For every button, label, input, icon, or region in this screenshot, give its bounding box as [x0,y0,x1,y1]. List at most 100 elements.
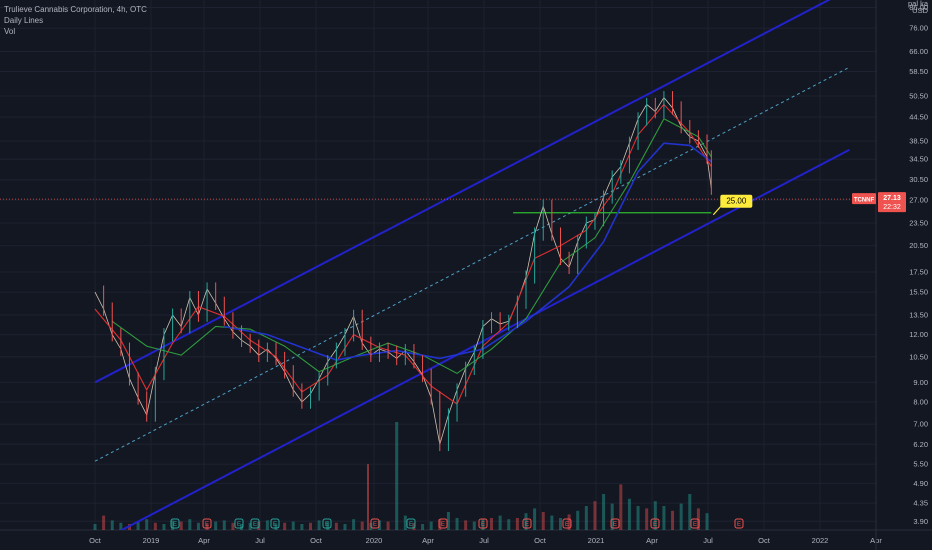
ticker-badge [852,193,876,205]
x-tick-label: Apr [646,536,658,545]
x-tick-label: 2021 [588,536,605,545]
legend-volume[interactable]: Vol [4,27,16,36]
volume-bar [653,501,657,530]
x-tick-label: Oct [534,536,547,545]
volume-bar [136,521,140,530]
volume-bar [679,503,683,530]
event-marker-label: E [565,522,569,528]
event-marker-badge [610,518,620,529]
y-tick-label: 34.50 [909,155,928,164]
volume-bar [429,521,433,530]
event-marker-label: E [653,522,657,528]
legend-daily-lines[interactable]: Daily Lines [4,16,44,25]
event-marker-label: E [173,522,177,528]
volume-bar [412,522,416,530]
volume-bar [395,422,399,530]
volume-bar [524,513,528,530]
volume-bar [274,524,278,530]
y-tick-label: 58.50 [909,67,928,76]
event-marker-badge [406,518,416,529]
event-marker-badge [650,518,660,529]
x-tick-label: Jul [703,536,713,545]
callout-box [720,194,753,208]
currency-label: USD [912,6,928,15]
volume-bar [93,524,97,530]
volume-bar [593,501,597,530]
legend-symbol[interactable]: Trulieve Cannabis Corporation, 4h, OTC [4,5,147,14]
volume-bar [550,515,554,530]
y-tick-label: 27.00 [909,195,928,204]
volume-bar [464,520,468,530]
y-tick-label: 5.50 [913,460,928,469]
volume-bar [352,519,356,530]
y-tick-label: 13.50 [909,311,928,320]
y-tick-label: 10.50 [909,352,928,361]
event-marker-badge [250,518,260,529]
volume-bar [490,518,494,530]
volume-bar [265,520,269,530]
event-marker-label: E [613,522,617,528]
y-tick-label: 30.50 [909,175,928,184]
event-marker-label: E [409,522,413,528]
y-tick-label: 8.00 [913,397,928,406]
event-marker-label: E [481,522,485,528]
volume-bar [240,524,244,530]
channel-mid [94,66,850,462]
channel-lower [119,148,850,530]
y-tick-label: 15.50 [909,288,928,297]
x-tick-label: Oct [310,536,323,545]
event-marker-badge [370,518,380,529]
volume-bar [360,521,364,530]
event-marker-label: E [253,522,257,528]
y-tick-label: 44.50 [909,112,928,121]
volume-bar [645,508,649,530]
volume-bar [455,518,459,530]
y-tick-label: 4.35 [913,499,928,508]
volume-bar [205,524,209,530]
event-marker-label: E [237,522,241,528]
y-tick-label: 50.50 [909,91,928,100]
plot-group: E E E E E E E E E E E E E E E E 25.00 [0,0,876,530]
y-tick-label: 23.50 [909,218,928,227]
volume-bar [610,503,614,530]
x-tick-label: Jul [479,536,489,545]
volume-bar [421,524,425,530]
volume-bar [300,524,304,530]
callout-label: 25.00 [726,197,747,206]
event-marker-badge [438,518,448,529]
x-tick-label: Jul [255,536,265,545]
volume-bar [636,506,640,530]
volume-bar [309,522,312,530]
event-marker-badge [170,518,180,529]
volume-bar [196,522,200,530]
price-badge-countdown: 22:32 [883,204,901,211]
event-marker-badge [562,518,572,529]
volume-bar [110,520,114,530]
price-badge [878,192,906,213]
event-marker-badge [522,518,532,529]
volume-bar [662,506,666,530]
event-marker-badge [478,518,488,529]
x-tick-label: Oct [89,536,102,545]
x-tick-label: 2022 [812,536,829,545]
volume-bar [446,512,450,530]
y-tick-label: 6.20 [913,440,928,449]
volume-bar [619,484,623,530]
volume-bar [334,522,338,530]
event-marker-label: E [205,522,209,528]
volume-bar [533,508,537,530]
x-tick-label: 2020 [366,536,383,545]
volume-bar [515,518,519,530]
event-marker-label: E [325,522,329,528]
volume-bar [145,519,149,530]
event-marker-label: E [441,522,445,528]
chart-legend: Trulieve Cannabis Corporation, 4h, OTC D… [4,4,147,37]
event-marker-badge [234,518,244,529]
price-badge-value: 27.13 [883,195,901,202]
volume-bar [119,522,123,530]
volume-bar [627,498,631,530]
y-tick-label: 4.90 [913,479,928,488]
